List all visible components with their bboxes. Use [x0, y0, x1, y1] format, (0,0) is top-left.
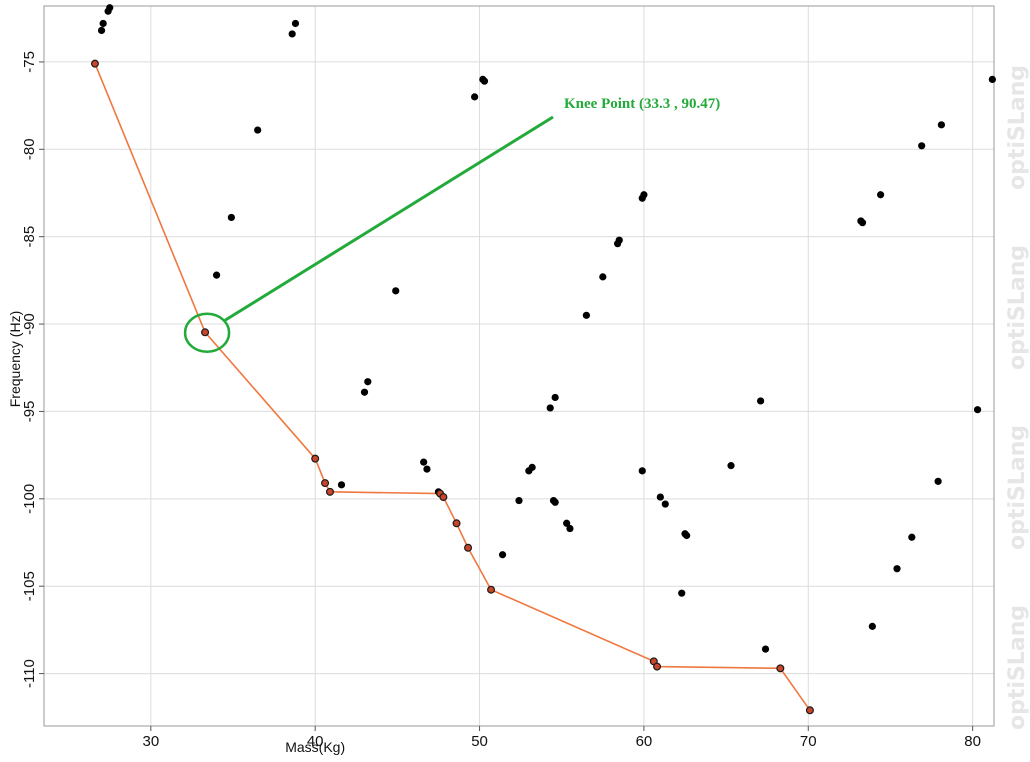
data-point — [683, 531, 691, 540]
data-point — [528, 463, 536, 471]
data-point — [337, 481, 346, 489]
data-point — [582, 311, 590, 319]
x-tick-label: 70 — [800, 733, 817, 750]
data-point — [288, 30, 296, 38]
y-tick-label: -110 — [21, 659, 38, 688]
pareto-front-line — [94, 63, 811, 711]
y-tick-label: -100 — [21, 484, 38, 514]
data-point — [551, 393, 559, 402]
data-point — [638, 467, 646, 475]
pareto-point — [805, 706, 814, 715]
knee-point-label: Knee Point (33.3 , 90.47) — [564, 96, 720, 112]
data-point — [97, 26, 106, 35]
pareto-point — [776, 664, 785, 673]
data-point — [908, 533, 916, 541]
x-tick-label: 60 — [636, 733, 653, 750]
data-point — [757, 397, 765, 405]
data-point — [566, 524, 574, 533]
knee-point-leader-line — [224, 115, 554, 322]
x-tick-label: 80 — [964, 733, 981, 750]
data-point — [599, 273, 607, 281]
pareto-point — [487, 585, 496, 594]
data-point — [360, 388, 369, 396]
data-point — [227, 213, 235, 222]
y-tick-label: -90 — [21, 313, 38, 335]
y-axis-ticks: -75 -80 -85 -90 -95 -100 -105 -110 — [21, 51, 44, 688]
data-point — [918, 142, 926, 150]
grid — [44, 6, 994, 726]
pareto-front-path — [94, 63, 811, 711]
data-point — [876, 191, 885, 199]
data-point — [546, 404, 554, 412]
y-tick-label: -75 — [21, 51, 38, 73]
data-point — [937, 121, 946, 129]
data-point — [104, 7, 112, 15]
data-point — [661, 500, 669, 508]
data-points — [90, 4, 996, 715]
x-tick-label: 40 — [307, 733, 324, 750]
data-point — [678, 589, 686, 597]
data-point — [471, 93, 479, 101]
data-point — [656, 493, 664, 501]
y-tick-label: -105 — [21, 571, 38, 601]
data-point — [857, 217, 865, 225]
pareto-point — [653, 662, 662, 671]
data-point — [364, 378, 372, 386]
data-point — [291, 19, 300, 28]
watermark-text: optiSLang — [1005, 65, 1030, 190]
data-point — [551, 498, 559, 506]
pareto-point — [325, 487, 334, 496]
data-point — [727, 462, 735, 470]
watermark-text: optiSLang — [1005, 425, 1030, 550]
pareto-point — [90, 59, 99, 68]
y-tick-label: -95 — [21, 401, 38, 423]
data-point — [973, 406, 982, 414]
data-point — [893, 565, 901, 573]
pareto-point — [439, 493, 448, 502]
knee-point-circle — [183, 312, 231, 354]
data-point — [640, 191, 648, 199]
data-point — [563, 519, 571, 527]
data-point — [868, 622, 876, 630]
pareto-point — [201, 328, 210, 337]
pareto-point — [321, 479, 330, 488]
knee-point-annotation: Knee Point (33.3 , 90.47) — [183, 96, 720, 354]
watermark-layer: optiSLang optiSLang optiSLang optiSLang — [1005, 65, 1030, 730]
data-point — [99, 19, 107, 28]
data-point — [515, 496, 523, 505]
pareto-point — [452, 519, 461, 528]
data-point — [498, 551, 507, 559]
data-point — [212, 271, 221, 279]
data-point — [254, 126, 262, 134]
data-point — [988, 75, 996, 83]
data-point — [761, 645, 770, 653]
x-axis-ticks: 30 40 50 60 70 80 — [142, 726, 981, 750]
data-point — [934, 477, 942, 485]
x-axis-title: Mass(Kg) — [285, 739, 345, 755]
y-tick-label: -80 — [21, 138, 38, 160]
data-point — [480, 77, 489, 85]
y-axis-title: Frequency (Hz) — [7, 311, 23, 407]
plot-area — [43, 5, 995, 727]
y-tick-label: -85 — [21, 226, 38, 248]
pareto-point — [311, 454, 320, 463]
data-point — [615, 236, 623, 244]
x-tick-label: 50 — [471, 733, 488, 750]
watermark-text: optiSLang — [1005, 605, 1030, 730]
data-point — [420, 458, 428, 466]
data-point — [392, 287, 400, 295]
data-point — [423, 465, 431, 473]
x-tick-label: 30 — [142, 733, 159, 750]
watermark-text: optiSLang — [1005, 245, 1030, 370]
pareto-point — [464, 543, 473, 552]
